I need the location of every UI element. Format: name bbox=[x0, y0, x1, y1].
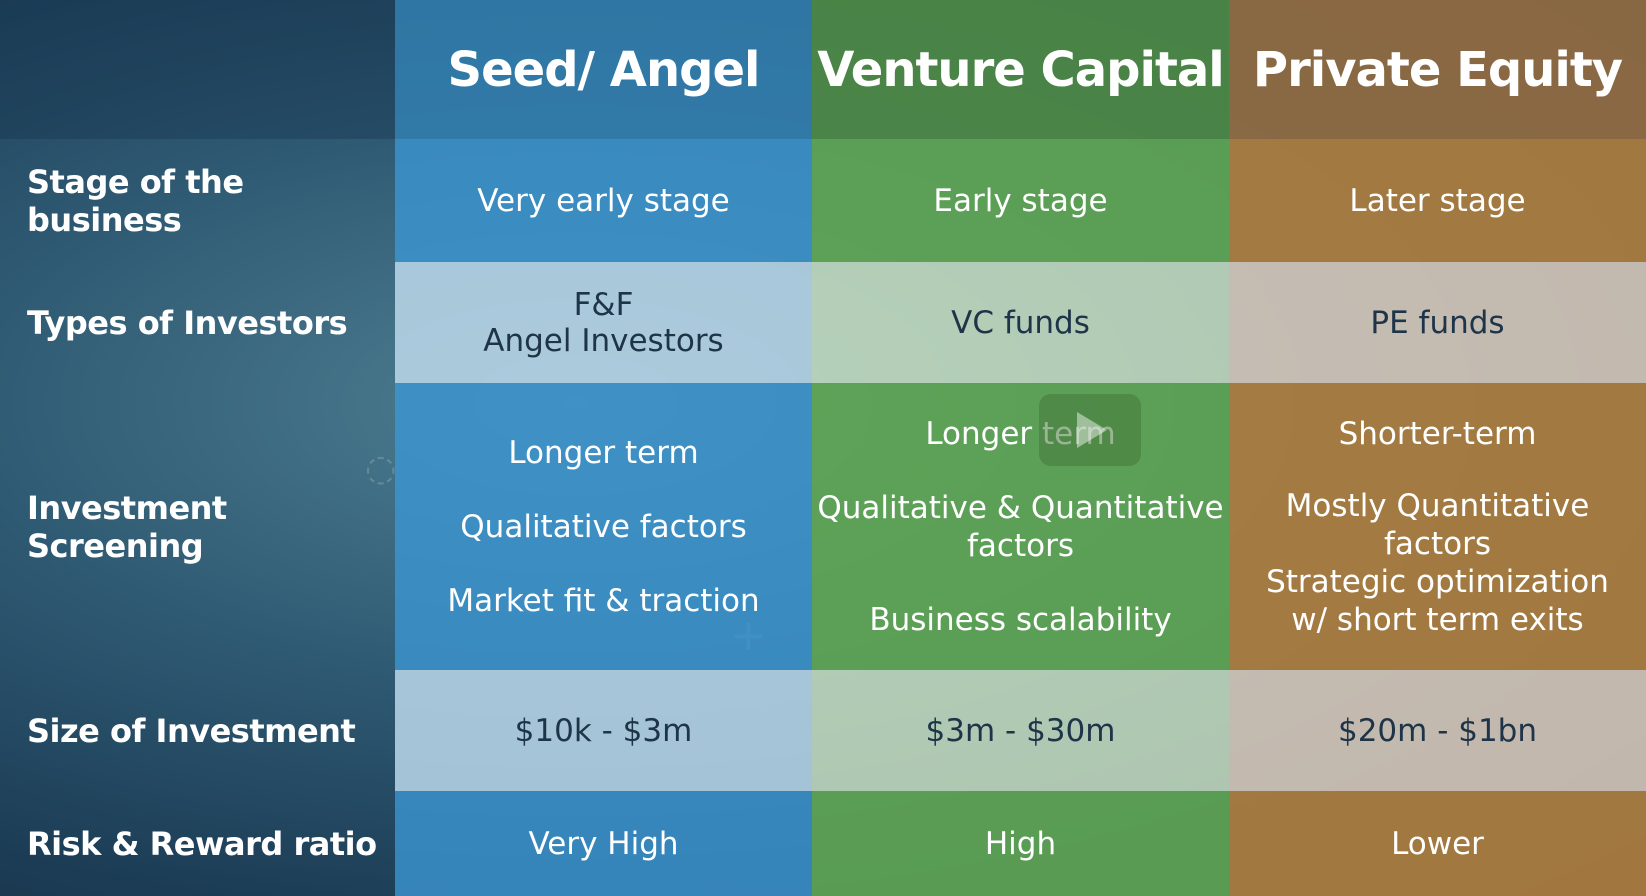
cell-risk-seed: Very High bbox=[395, 791, 812, 896]
cell-risk-vc: High bbox=[812, 791, 1229, 896]
row-label-stage: Stage of the business bbox=[27, 162, 244, 239]
row-label-size: Size of Investment bbox=[27, 711, 356, 750]
cell-types-seed-line: Angel Investors bbox=[483, 322, 724, 359]
screening-seed-line: Qualitative factors bbox=[460, 508, 747, 545]
screening-vc-line: Business scalability bbox=[869, 601, 1172, 638]
video-play-button[interactable] bbox=[1039, 394, 1141, 466]
screening-pe-line: Strategic optimization bbox=[1266, 563, 1609, 600]
screening-pe-line: Mostly Quantitative factors bbox=[1285, 487, 1590, 562]
row-label-types: Types of Investors bbox=[27, 303, 348, 342]
screening-pe-line: Shorter-term bbox=[1338, 415, 1537, 452]
screening-seed-line: Longer term bbox=[508, 434, 699, 471]
cell-types-pe-text: PE funds bbox=[1370, 304, 1505, 341]
cell-size-seed-text: $10k - $3m bbox=[514, 712, 693, 749]
cell-screening-seed: Longer term Qualitative factors Market f… bbox=[395, 383, 812, 670]
cell-types-seed-line: F&F bbox=[573, 286, 634, 323]
cell-types-vc: VC funds bbox=[812, 262, 1229, 383]
cell-stage-seed: Very early stage bbox=[395, 139, 812, 262]
cell-screening-vc: Longer term Qualitative & Quantitative f… bbox=[812, 383, 1229, 670]
screening-vc-line: Qualitative & Quantitative bbox=[817, 489, 1224, 526]
screening-vc-line: factors bbox=[967, 527, 1074, 564]
cell-screening-pe: Shorter-term Mostly Quantitative factors… bbox=[1229, 383, 1646, 670]
column-header-venture-capital: Venture Capital bbox=[812, 0, 1229, 139]
cell-size-vc: $3m - $30m bbox=[812, 670, 1229, 791]
row-size-of-investment: Size of Investment $10k - $3m $3m - $30m… bbox=[0, 670, 1646, 791]
row-label-risk: Risk & Reward ratio bbox=[27, 824, 377, 863]
cell-size-seed: $10k - $3m bbox=[395, 670, 812, 791]
screening-seed-line: Market fit & traction bbox=[447, 582, 760, 619]
cell-stage-vc: Early stage bbox=[812, 139, 1229, 262]
row-investment-screening: Investment Screening Longer term Qualita… bbox=[0, 383, 1646, 670]
column-header-seed-angel: Seed/ Angel bbox=[395, 0, 812, 139]
row-stage-of-business: Stage of the business Very early stage E… bbox=[0, 139, 1646, 262]
screening-pe-line: w/ short term exits bbox=[1291, 601, 1584, 638]
cell-size-vc-text: $3m - $30m bbox=[925, 712, 1116, 749]
header-corner bbox=[0, 0, 395, 139]
cell-size-pe: $20m - $1bn bbox=[1229, 670, 1646, 791]
row-types-of-investors: Types of Investors F&F Angel Investors V… bbox=[0, 262, 1646, 383]
cell-size-pe-text: $20m - $1bn bbox=[1337, 712, 1538, 749]
cell-stage-pe: Later stage bbox=[1229, 139, 1646, 262]
cell-risk-pe: Lower bbox=[1229, 791, 1646, 896]
cell-types-seed: F&F Angel Investors bbox=[395, 262, 812, 383]
row-risk-reward: Risk & Reward ratio Very High High Lower bbox=[0, 791, 1646, 896]
header-row: Seed/ Angel Venture Capital Private Equi… bbox=[0, 0, 1646, 139]
column-header-private-equity: Private Equity bbox=[1229, 0, 1646, 139]
play-icon bbox=[1077, 412, 1107, 448]
row-label-screening: Investment Screening bbox=[27, 488, 227, 565]
cell-types-vc-text: VC funds bbox=[951, 304, 1090, 341]
screening-vc-line: Longer term bbox=[925, 415, 1116, 452]
cell-types-pe: PE funds bbox=[1229, 262, 1646, 383]
